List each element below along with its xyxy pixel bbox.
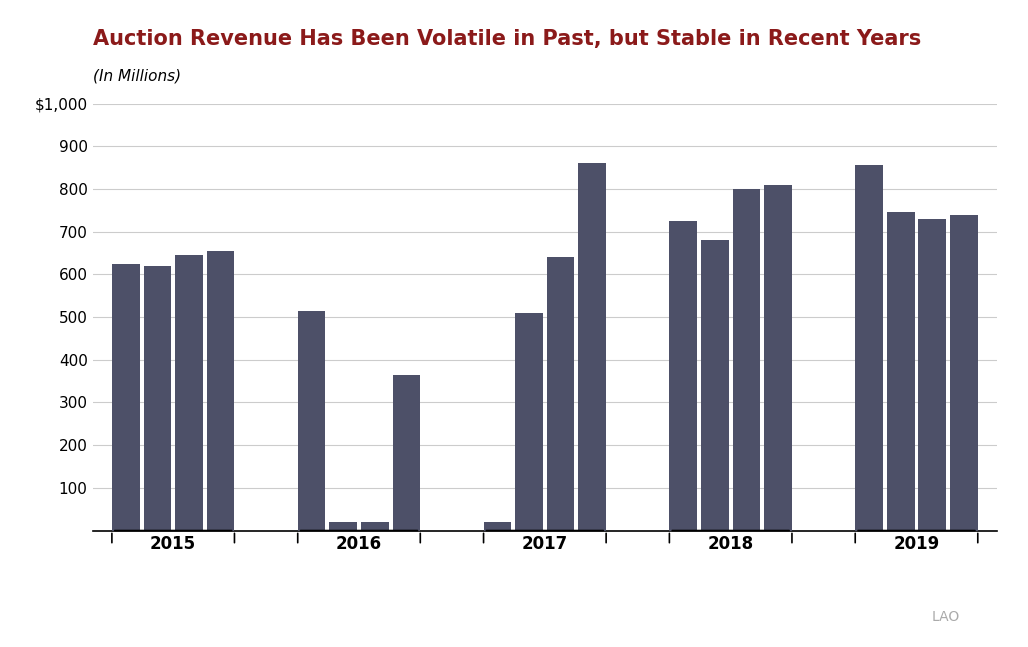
Text: LAO: LAO (931, 610, 960, 624)
Bar (112, 264, 140, 531)
Bar (887, 212, 915, 531)
Bar (950, 215, 978, 531)
Bar (483, 522, 511, 531)
Bar (515, 313, 543, 531)
Bar (144, 266, 172, 531)
Bar (733, 189, 761, 531)
Bar (329, 522, 357, 531)
Text: Auction Revenue Has Been Volatile in Past, but Stable in Recent Years: Auction Revenue Has Been Volatile in Pas… (93, 29, 921, 49)
Bar (393, 375, 420, 531)
Bar (579, 163, 607, 531)
Text: (In Millions): (In Millions) (93, 69, 181, 84)
Bar (764, 184, 792, 531)
Bar (918, 219, 946, 531)
Text: Figure 3: Figure 3 (13, 12, 84, 27)
Bar (175, 255, 203, 531)
Bar (207, 251, 234, 531)
Bar (701, 240, 729, 531)
Bar (547, 258, 575, 531)
Bar (855, 166, 883, 531)
Bar (669, 221, 697, 531)
Bar (361, 522, 389, 531)
Bar (298, 311, 326, 531)
